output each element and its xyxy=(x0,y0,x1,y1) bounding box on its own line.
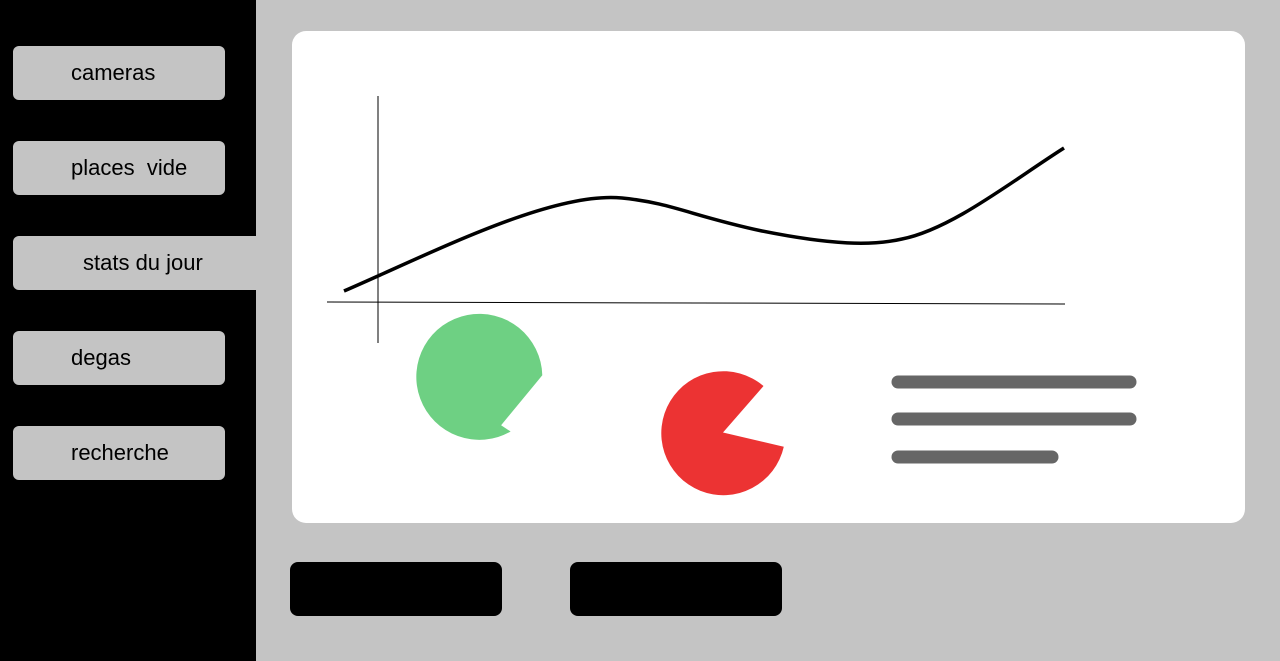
sidebar-item-cameras[interactable]: cameras xyxy=(13,46,225,100)
series-line xyxy=(343,146,1065,293)
stats-card xyxy=(292,31,1245,523)
sidebar-item-degas[interactable]: degas xyxy=(13,331,225,385)
sidebar-item-places-vide[interactable]: places vide xyxy=(13,141,225,195)
sidebar-item-recherche[interactable]: recherche xyxy=(13,426,225,480)
line-chart xyxy=(326,96,1066,343)
action-button-1[interactable] xyxy=(290,562,502,616)
x-axis xyxy=(326,301,1066,305)
pie-red xyxy=(661,371,784,496)
sidebar: cameras places vide stats du jour degas … xyxy=(0,0,256,661)
pie-green xyxy=(416,313,543,440)
text-placeholder xyxy=(891,375,1137,464)
action-button-2[interactable] xyxy=(570,562,782,616)
stats-graphics xyxy=(326,96,1137,496)
sidebar-item-stats-du-jour[interactable]: stats du jour xyxy=(13,236,256,290)
